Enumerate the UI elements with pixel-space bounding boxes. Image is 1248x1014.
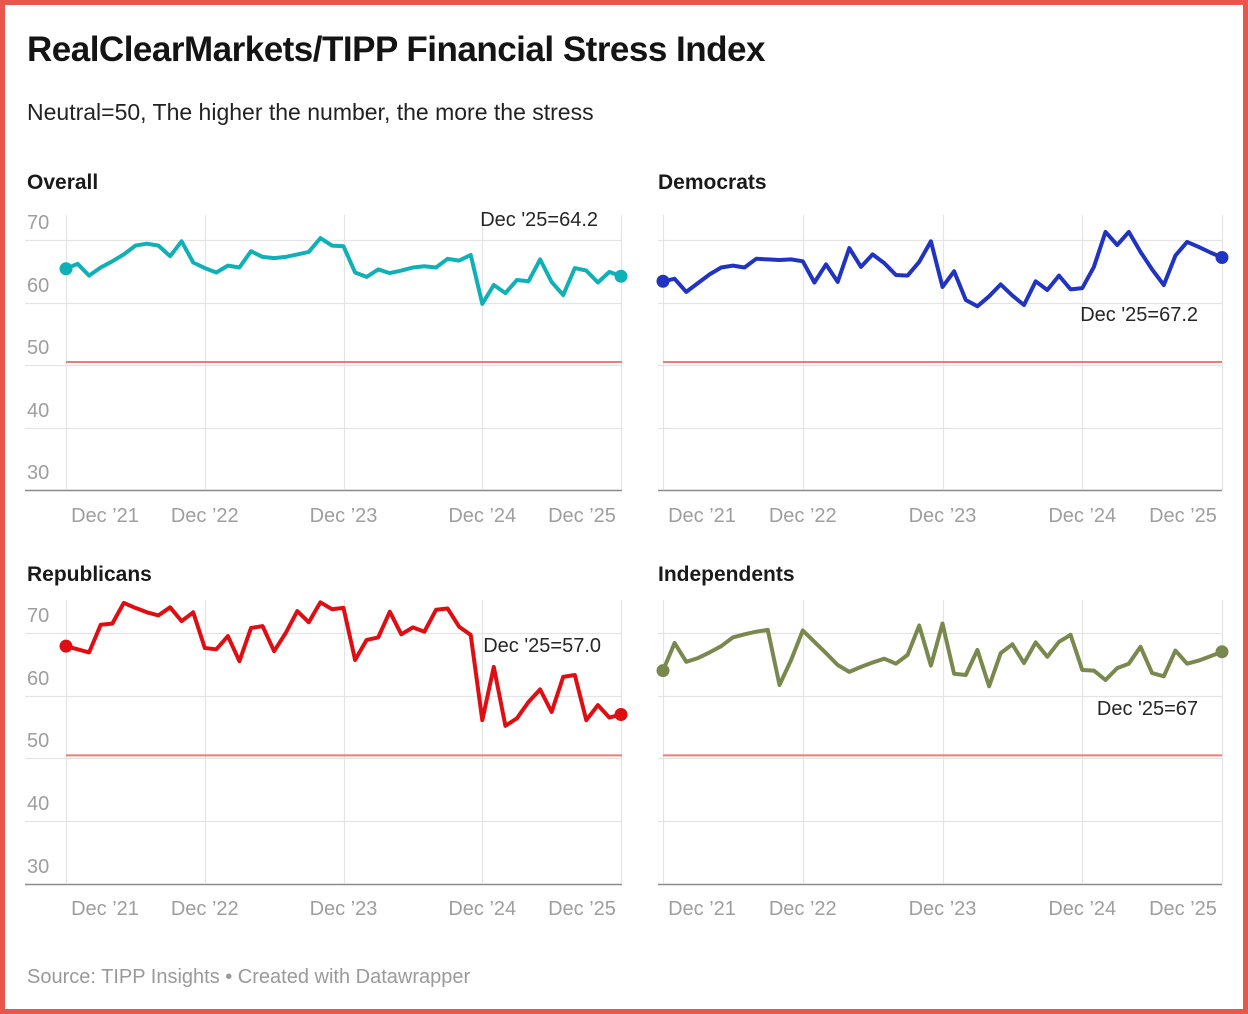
x-tick-label: Dec ’25: [548, 898, 616, 920]
source-note: Source: TIPP Insights • Created with Dat…: [27, 966, 471, 988]
annotation-overall: Dec '25=64.2: [480, 209, 598, 231]
panel-title-independents: Independents: [658, 563, 795, 586]
x-tick-label: Dec ’21: [71, 898, 139, 920]
x-tick-label: Dec ’23: [309, 898, 378, 920]
series-line-independents: [661, 621, 1224, 689]
annotation-independents: Dec '25=67: [1096, 698, 1198, 720]
x-tick-label: Dec ’25: [1149, 898, 1217, 920]
x-tick-label: Dec ’22: [170, 505, 239, 527]
x-tick-label: Dec ’25: [1149, 505, 1217, 527]
panel-title-democrats: Democrats: [658, 171, 767, 194]
annotation-republicans: Dec '25=57.0: [483, 635, 601, 657]
x-tick-label: Dec ’21: [71, 505, 139, 527]
y-tick-label: 40: [27, 793, 50, 816]
series-line-overall: [64, 236, 623, 306]
x-tick-label: Dec ’23: [309, 505, 378, 527]
y-tick-label: 60: [27, 274, 50, 297]
end-point-independents: [1215, 645, 1229, 659]
start-point-democrats: [656, 274, 670, 288]
x-tick-label: Dec ’24: [448, 505, 517, 527]
end-point-republicans: [614, 708, 628, 722]
y-tick-label: 50: [27, 337, 50, 359]
y-tick-label: 40: [27, 399, 50, 422]
x-tick-label: Dec ’23: [908, 505, 977, 527]
y-tick-label: 50: [27, 730, 50, 753]
x-tick-label: Dec ’25: [548, 505, 616, 527]
end-point-democrats: [1215, 251, 1229, 264]
series-line-republicans: [64, 600, 623, 728]
start-point-republicans: [59, 639, 73, 653]
x-tick-label: Dec ’21: [668, 898, 736, 920]
start-point-overall: [59, 262, 73, 276]
page-title: RealClearMarkets/TIPP Financial Stress I…: [27, 30, 765, 69]
start-point-independents: [656, 664, 670, 678]
x-tick-label: Dec ’21: [668, 505, 736, 527]
y-tick-label: 30: [27, 855, 50, 878]
x-tick-label: Dec ’23: [908, 898, 977, 920]
x-tick-label: Dec ’22: [170, 898, 239, 920]
x-tick-label: Dec ’24: [448, 898, 517, 920]
x-tick-label: Dec ’22: [768, 898, 837, 920]
x-tick-label: Dec ’24: [1048, 898, 1117, 920]
panel-title-overall: Overall: [27, 171, 99, 194]
annotation-democrats: Dec '25=67.2: [1080, 304, 1198, 326]
y-tick-label: 70: [27, 212, 50, 234]
y-tick-label: 30: [27, 462, 50, 484]
end-point-overall: [614, 269, 628, 283]
x-tick-label: Dec ’24: [1048, 505, 1117, 527]
panel-title-republicans: Republicans: [27, 563, 152, 586]
page-subtitle: Neutral=50, The higher the number, the m…: [27, 99, 594, 125]
series-line-democrats: [661, 229, 1224, 309]
y-tick-label: 60: [27, 667, 50, 690]
x-tick-label: Dec ’22: [768, 505, 837, 527]
y-tick-label: 70: [27, 605, 50, 627]
